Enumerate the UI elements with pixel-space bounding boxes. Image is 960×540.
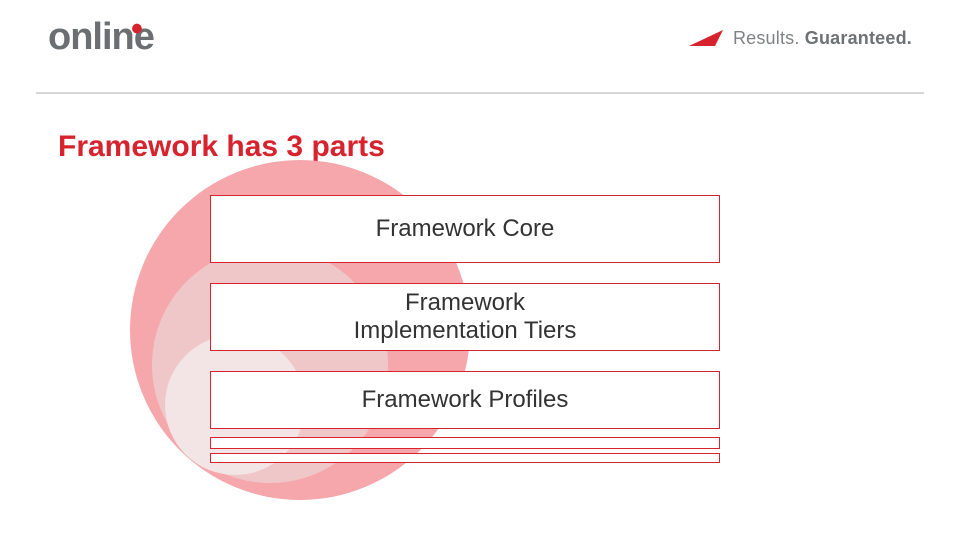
slide: online • Results. Guaranteed. Framework … <box>0 0 960 540</box>
diagram-box-label: Framework Profiles <box>362 386 569 414</box>
header-rule <box>36 92 924 94</box>
diagram-box <box>210 437 720 449</box>
diagram-box: FrameworkImplementation Tiers <box>210 283 720 351</box>
logo: online • <box>48 18 154 56</box>
tagline-a: Results. <box>733 28 805 48</box>
diagram-box-label: Implementation Tiers <box>354 317 577 345</box>
page-title: Framework has 3 parts <box>58 130 385 164</box>
diagram-box-label: Framework <box>405 289 525 317</box>
diagram: Framework Core FrameworkImplementation Ti… <box>130 180 730 500</box>
tagline-text: Results. Guaranteed. <box>733 28 912 49</box>
diagram-box: Framework Core <box>210 195 720 263</box>
tagline: Results. Guaranteed. <box>681 28 912 49</box>
diagram-boxes: Framework Core FrameworkImplementation Ti… <box>210 195 720 463</box>
tagline-b: Guaranteed. <box>805 28 912 48</box>
header: online • Results. Guaranteed. <box>48 18 912 78</box>
swoosh-icon <box>681 30 723 48</box>
diagram-box: Framework Profiles <box>210 371 720 429</box>
diagram-box-label: Framework Core <box>376 215 555 243</box>
diagram-box <box>210 453 720 463</box>
logo-accent-icon: • <box>131 12 143 46</box>
